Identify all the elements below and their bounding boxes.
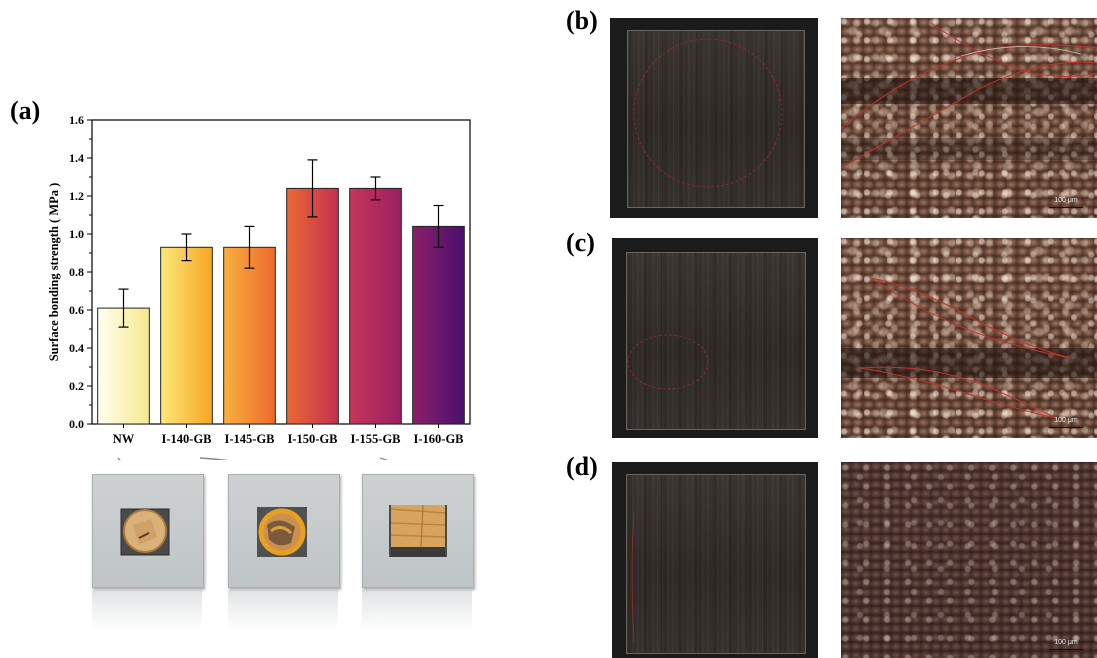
y-tick-label: 0.2 xyxy=(69,379,84,393)
scale-label-c: 100 μm xyxy=(1054,417,1078,424)
bar-I-150-GB xyxy=(286,187,339,425)
x-tick-label: NW xyxy=(113,432,135,446)
scale-label-d: 100 μm xyxy=(1054,639,1078,646)
x-tick-label: I-145-GB xyxy=(225,432,275,446)
panel-label-b: (b) xyxy=(566,6,598,35)
y-axis-label: Surface bonding strength ( MPa ) xyxy=(47,183,61,362)
panel-label-c: (c) xyxy=(566,228,595,257)
bar-I-160-GB xyxy=(412,225,465,425)
y-tick-label: 1.0 xyxy=(69,227,84,241)
scale-bar-b: 100 μm xyxy=(1049,197,1083,208)
specimen-photo-i155 xyxy=(362,474,474,588)
x-tick-label: I-155-GB xyxy=(351,432,401,446)
bar-I-145-GB xyxy=(223,246,276,425)
specimen-reflection xyxy=(228,590,338,630)
specimen-i155-icon xyxy=(389,504,447,557)
y-tick-label: 1.2 xyxy=(69,189,84,203)
micrograph-d: 100 μm xyxy=(841,462,1097,658)
specimen-reflection xyxy=(92,590,202,630)
micrograph-c: 100 μm xyxy=(841,238,1097,438)
x-tick-label: I-150-GB xyxy=(288,432,338,446)
panel-label-d: (d) xyxy=(566,452,598,481)
y-tick-label: 0.0 xyxy=(69,417,84,431)
crack-outline-c xyxy=(860,277,1072,419)
x-tick-label: I-140-GB xyxy=(162,432,212,446)
scale-bar-c: 100 μm xyxy=(1049,417,1083,428)
y-tick-label: 0.6 xyxy=(69,303,84,317)
specimen-nw-icon xyxy=(120,508,170,556)
board-photo-b xyxy=(610,18,818,218)
micrograph-b: 100 μm xyxy=(841,18,1097,218)
y-tick-label: 0.4 xyxy=(69,341,84,355)
bond-strength-bar-chart: 0.0 0.2 0.4 0.6 0.8 1.0 1.2 1.4 1.6 Surface bondi… xyxy=(47,113,471,460)
specimen-photo-i140 xyxy=(228,474,340,588)
specimen-photo-nw xyxy=(92,474,204,588)
board-face-c xyxy=(626,252,806,430)
scale-bar-d: 100 μm xyxy=(1049,639,1083,650)
delamination-outline-b xyxy=(633,38,783,188)
y-tick-label: 0.8 xyxy=(69,265,84,279)
pointer-arrow-1 xyxy=(199,457,229,460)
board-face-b xyxy=(627,30,805,208)
pointer-arrow-0 xyxy=(117,457,121,460)
x-tick-label: I-160-GB xyxy=(414,432,464,446)
panel-label-a: (a) xyxy=(10,96,41,125)
specimen-i140-icon xyxy=(257,507,307,557)
board-photo-d xyxy=(612,462,818,658)
bar-I-140-GB xyxy=(160,246,213,425)
specimen-reflection xyxy=(362,590,472,630)
delamination-outline-d xyxy=(631,511,635,643)
delamination-outline-c xyxy=(627,334,709,390)
y-tick-label: 1.6 xyxy=(69,113,84,127)
pointer-arrow-2 xyxy=(379,457,388,460)
scale-label-b: 100 μm xyxy=(1054,197,1078,204)
bar-I-155-GB xyxy=(349,187,402,425)
crack-outline-b xyxy=(841,22,1097,169)
y-tick-label: 1.4 xyxy=(69,151,84,165)
board-face-d xyxy=(626,474,806,654)
board-photo-c xyxy=(612,238,818,438)
